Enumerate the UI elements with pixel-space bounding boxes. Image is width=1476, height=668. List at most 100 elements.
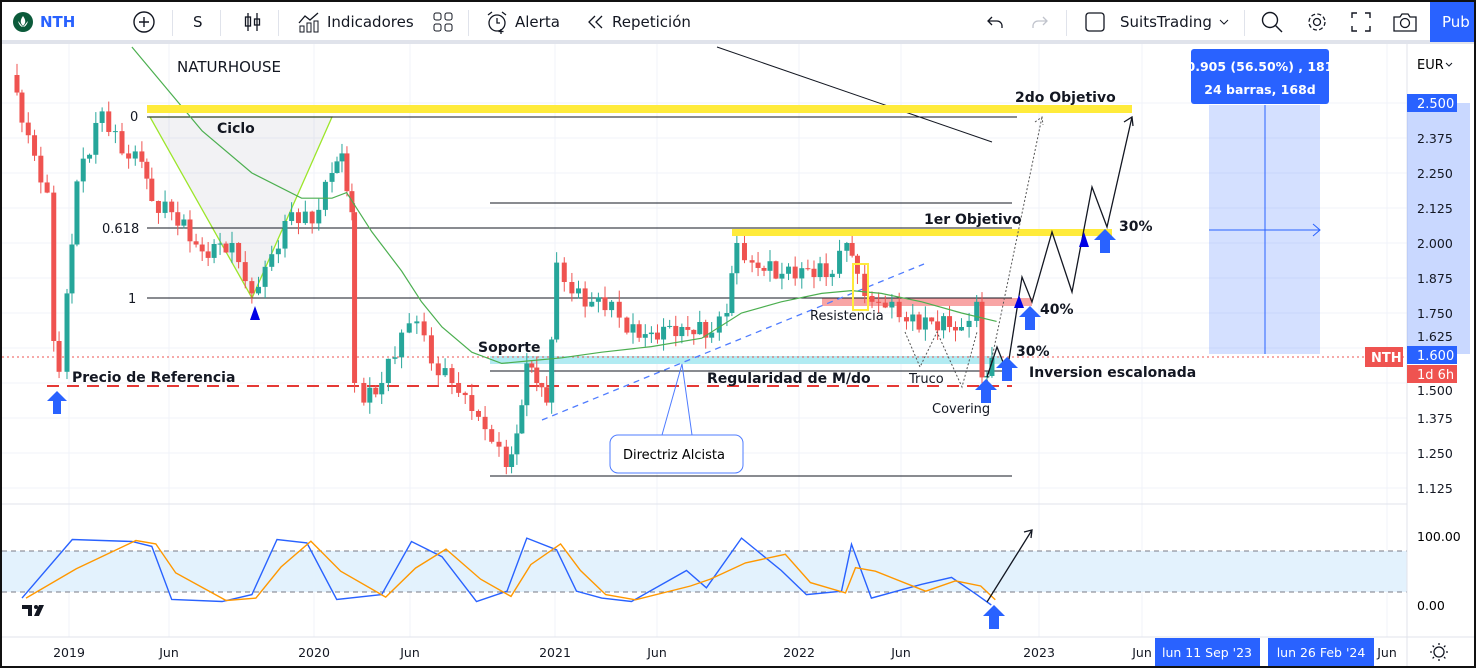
chart-title: NATURHOUSE — [177, 58, 281, 76]
time-axis[interactable]: 2019 Jun 2020 Jun 2021 Jun 2022 Jun 2023 Jun Jun l… — [2, 636, 1476, 666]
fullscreen-button[interactable] — [1350, 2, 1372, 42]
candle-body — [361, 383, 367, 403]
projection-zigzag[interactable] — [986, 115, 1134, 378]
trick-pattern[interactable] — [904, 330, 978, 389]
search-button[interactable] — [1260, 2, 1284, 42]
gear-icon — [1308, 13, 1326, 31]
candle-body — [524, 363, 530, 406]
candle-body — [456, 383, 462, 393]
candle-body — [910, 314, 916, 322]
candle-body — [367, 387, 373, 403]
undo-button[interactable] — [985, 2, 1005, 42]
candle-body — [624, 317, 630, 333]
screenshot-button[interactable] — [1392, 2, 1418, 42]
candle-body — [462, 392, 468, 396]
candle-body — [93, 122, 99, 155]
measure-tooltip: 0.905 (56.50%) , 181 24 barras, 168d — [1187, 49, 1333, 104]
candle-body — [609, 301, 615, 311]
resistance-zone[interactable] — [822, 298, 1032, 306]
indicators-button[interactable]: Indicadores — [297, 2, 414, 42]
price-tick: 2.250 — [1417, 166, 1453, 181]
candles — [14, 63, 995, 475]
candle-body — [889, 301, 895, 308]
settings-button[interactable] — [1305, 2, 1329, 42]
symbol-tag — [1365, 347, 1403, 367]
candle-body — [449, 368, 455, 383]
interval-button[interactable]: S — [193, 2, 203, 42]
candle-body — [862, 273, 868, 297]
second-target-zone[interactable] — [147, 105, 1132, 113]
resistance-label: Resistencia — [810, 309, 884, 324]
highlight-box[interactable] — [852, 263, 869, 311]
candle-body — [554, 262, 560, 340]
fib-0618-label: 0.618 — [102, 222, 139, 237]
redo-button[interactable] — [1030, 2, 1050, 42]
candle-body — [849, 243, 855, 256]
tradingview-logo[interactable] — [22, 605, 44, 616]
projection-dotted-arrow[interactable] — [986, 116, 1044, 383]
candle-body — [392, 357, 398, 359]
chart-canvas[interactable]: NATURHOUSE 0 0.618 1 Ciclo 2do Objetivo … — [2, 44, 1476, 668]
candle-body — [661, 326, 667, 340]
candle-body — [786, 266, 792, 274]
candle-body — [329, 173, 335, 182]
theme-toggle-icon[interactable] — [1430, 643, 1448, 661]
candle-body — [509, 454, 515, 467]
time-tick: Jun — [158, 645, 179, 660]
price-tick: 1.875 — [1417, 271, 1453, 286]
candle-body — [734, 243, 740, 274]
replay-button[interactable]: Repetición — [586, 2, 691, 42]
current-price-label: 1.600 — [1417, 349, 1454, 364]
candle-body — [385, 358, 391, 383]
candle-body — [169, 201, 175, 213]
layout-button[interactable]: SuitsTrading — [1084, 2, 1230, 42]
candle-body — [193, 241, 199, 245]
templates-button[interactable] — [432, 2, 454, 42]
candle-body — [175, 212, 181, 226]
support-zone[interactable] — [490, 356, 1002, 364]
candle-body — [132, 151, 138, 159]
candle-body — [379, 383, 385, 395]
publish-button[interactable]: Pub — [1430, 2, 1474, 42]
candle-body — [275, 248, 281, 255]
candle-body — [823, 263, 829, 278]
top-toolbar: NTH S Indicadores Alerta Repetición — [2, 2, 1474, 44]
arrow-up-icon — [996, 357, 1018, 381]
uptrend-line[interactable] — [541, 263, 925, 421]
candle-body — [187, 219, 193, 242]
candle-body — [217, 243, 223, 245]
candle-body — [799, 268, 805, 279]
chevron-down-icon — [1219, 19, 1229, 25]
divider — [468, 10, 469, 36]
search-icon — [1261, 11, 1283, 33]
alert-button[interactable]: Alerta — [485, 2, 560, 42]
time-tick: 2023 — [1023, 645, 1055, 660]
candle-body — [929, 317, 935, 322]
uptrend-callout[interactable]: Directriz Alcista — [609, 363, 744, 474]
first-target-zone[interactable] — [732, 229, 1112, 236]
currency-label[interactable]: EUR — [1417, 58, 1444, 73]
arrow-up-icon — [1019, 306, 1041, 330]
candle-body — [339, 153, 345, 162]
symbol-button[interactable]: NTH — [12, 2, 75, 42]
price-axis[interactable]: EUR 2.375 2.250 2.125 2.000 1.875 1.750 1.625 1… — [1406, 44, 1476, 668]
candle-body — [322, 181, 328, 210]
pct-top-label: 30% — [1119, 219, 1153, 235]
trend-line[interactable] — [716, 46, 993, 143]
oscillator-arrow[interactable] — [986, 529, 1033, 603]
oscillator-band — [2, 551, 1407, 592]
candle-body — [289, 212, 295, 221]
triangle-up-icon — [1014, 295, 1024, 308]
candle-body — [709, 332, 715, 338]
candle-body — [519, 405, 525, 434]
candle-body — [144, 161, 150, 179]
compare-symbol-button[interactable] — [132, 2, 156, 42]
candle-body — [223, 243, 229, 253]
candle-body — [205, 251, 211, 258]
candle-body — [262, 266, 268, 287]
grid-icon — [433, 12, 453, 32]
naturhouse-logo-icon — [13, 12, 33, 32]
time-tick: Jun — [1376, 645, 1397, 660]
chart-type-button[interactable] — [242, 2, 264, 42]
candle-body — [935, 321, 941, 331]
